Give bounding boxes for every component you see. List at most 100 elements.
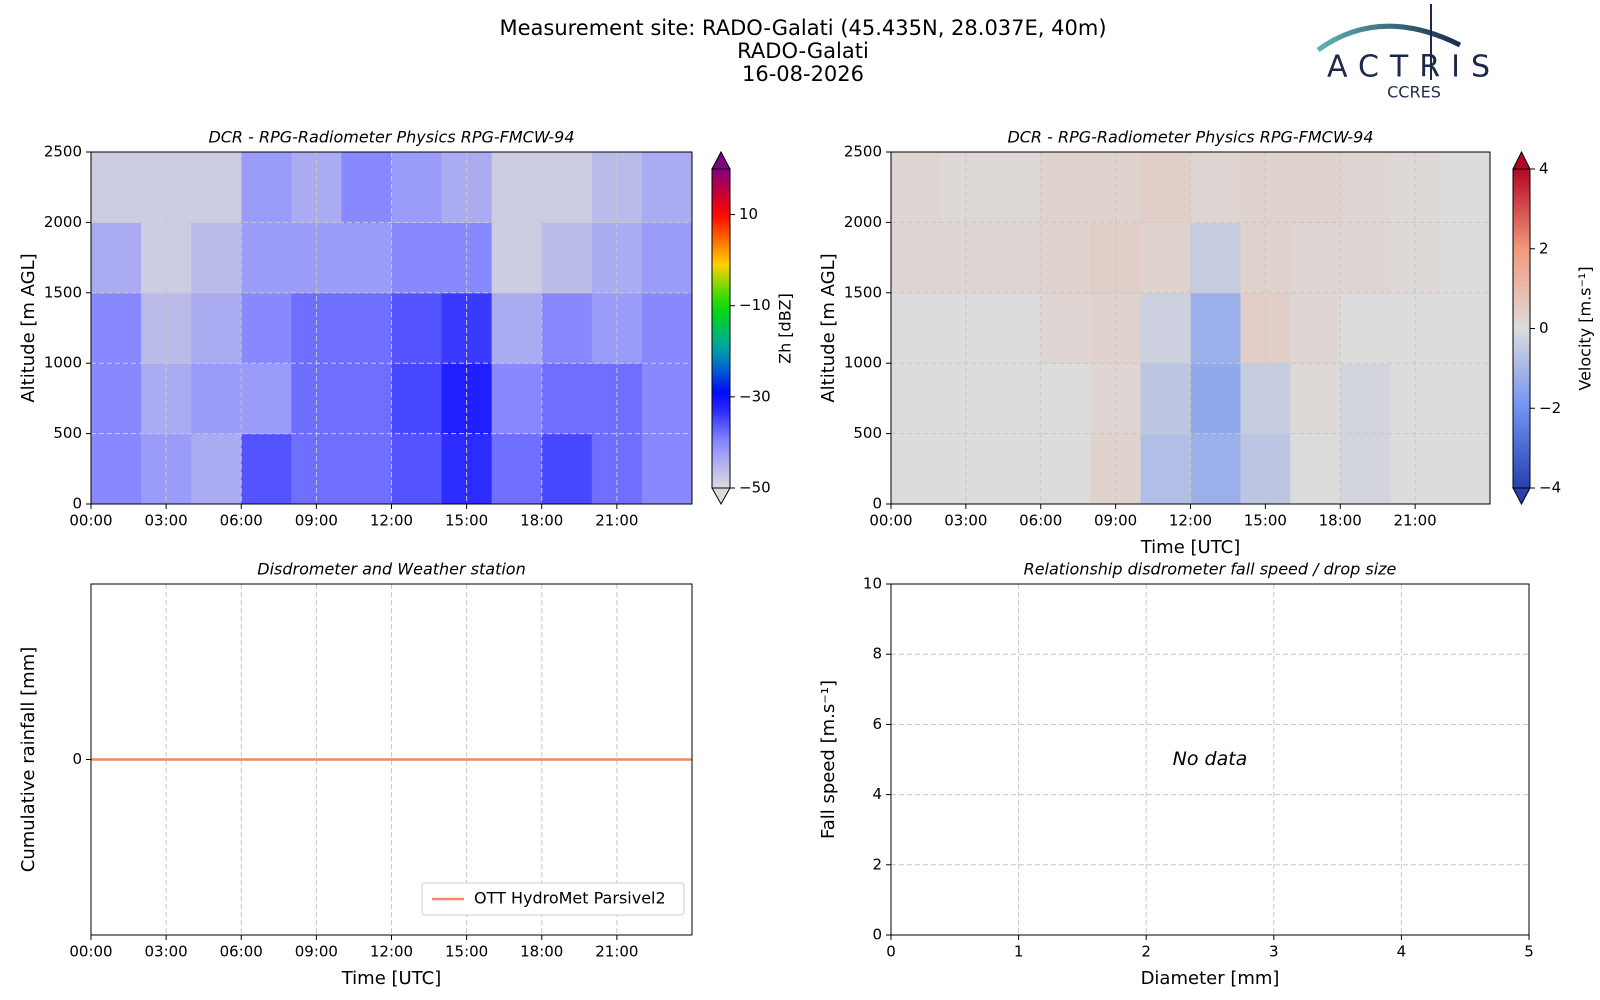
x-axis-label: Time [UTC] (1140, 537, 1241, 558)
colorbar-label: Zh [dBZ] (776, 293, 795, 364)
annotation: No data (1173, 748, 1248, 770)
plot-frame (90, 583, 693, 936)
panel: Disdrometer and Weather station Cumulativ… (18, 560, 693, 989)
heatmap-cell (990, 363, 1042, 435)
heatmap-cell (91, 222, 142, 294)
colorbar-tick-label: 0 (1539, 319, 1549, 337)
y-tick-label: 1500 (844, 283, 882, 301)
heatmap-cell (391, 363, 443, 435)
colorbar-tick-label: −2 (1539, 399, 1561, 417)
y-axis-label: Cumulative rainfall [mm] (18, 647, 39, 873)
y-tick-label: 0 (72, 495, 82, 513)
heatmap-cell (1290, 152, 1341, 223)
heatmap-cell (990, 222, 1042, 294)
panel-title: Disdrometer and Weather station (257, 560, 525, 579)
colorbar-tick-label: −50 (739, 479, 771, 497)
heatmap-cell (1040, 433, 1092, 505)
panel: DCR - RPG-Radiometer Physics RPG-FMCW-94… (18, 128, 795, 530)
y-tick-label: 8 (872, 645, 882, 663)
heatmap-cell (641, 433, 693, 505)
heatmap-cell (990, 433, 1042, 505)
heatmap-cell (191, 222, 242, 294)
y-tick-label: 0 (72, 750, 82, 768)
y-tick-label: 0 (872, 495, 882, 513)
heatmap-cell (1190, 152, 1241, 223)
y-tick-label: 500 (53, 424, 82, 442)
colorbar-tick-label: 2 (1539, 239, 1549, 257)
heatmap-cell (1290, 292, 1341, 364)
heatmap-cell (891, 152, 942, 223)
y-tick-label: 0 (872, 926, 882, 944)
heatmap-cell (1240, 363, 1291, 435)
heatmap-cell (641, 363, 693, 435)
heatmap-cell (1090, 363, 1142, 435)
y-tick-label: 2500 (44, 143, 82, 161)
heatmap-cell (291, 363, 342, 435)
heatmap-cell (491, 292, 543, 364)
heatmap-cell (391, 292, 443, 364)
header-title: Measurement site: RADO-Galati (45.435N, … (499, 16, 1106, 40)
colorbar-tick-label: 4 (1539, 160, 1549, 178)
x-tick-label: 06:00 (1019, 512, 1062, 530)
y-tick-label: 6 (872, 715, 882, 733)
heatmap-cell (1340, 433, 1391, 505)
x-tick-label: 12:00 (370, 512, 413, 530)
y-tick-label: 1000 (44, 354, 82, 372)
heatmap-cell (491, 433, 543, 505)
colorbar (712, 169, 730, 488)
heatmap-cell (341, 433, 392, 505)
x-axis-label: Time [UTC] (341, 968, 442, 989)
heatmap-cell (191, 363, 242, 435)
colorbar-tick-label: −4 (1539, 479, 1561, 497)
heatmap-cell (341, 222, 392, 294)
panel: DCR - RPG-Radiometer Physics RPG-FMCW-94… (818, 128, 1595, 559)
heatmap-cell (491, 222, 543, 294)
plot-frame (890, 151, 1491, 505)
y-axis-label: Fall speed [m.s⁻¹] (818, 680, 839, 839)
heatmap-cell (191, 433, 242, 505)
heatmap-cell (990, 292, 1042, 364)
panel: Relationship disdrometer fall speed / dr… (818, 560, 1534, 990)
y-tick-label: 2500 (844, 143, 882, 161)
heatmap-cell (1140, 292, 1191, 364)
heatmap-cell (891, 363, 942, 435)
heatmap-cell (391, 433, 443, 505)
x-tick-label: 00:00 (869, 512, 912, 530)
y-axis-label: Altitude [m AGL] (18, 253, 39, 402)
heatmap-cell (1190, 222, 1241, 294)
heatmap-cell (191, 152, 242, 223)
y-tick-label: 4 (872, 785, 882, 803)
heatmap-cell (391, 152, 443, 223)
y-axis-label: Altitude [m AGL] (818, 253, 839, 402)
heatmap-cell (91, 363, 142, 435)
heatmap-cell (891, 292, 942, 364)
panel-title: DCR - RPG-Radiometer Physics RPG-FMCW-94 (1007, 128, 1373, 147)
heatmap-cell (441, 363, 493, 435)
x-tick-label: 3 (1269, 943, 1279, 961)
x-tick-label: 18:00 (1319, 512, 1362, 530)
heatmap-cell (341, 292, 392, 364)
heatmap-cell (1290, 433, 1341, 505)
x-tick-label: 15:00 (445, 943, 488, 961)
panel-title: Relationship disdrometer fall speed / dr… (1024, 560, 1397, 579)
heatmap-cell (541, 222, 593, 294)
heatmap-cell (341, 363, 392, 435)
heatmap-cell (1340, 152, 1391, 223)
x-tick-label: 5 (1524, 943, 1534, 961)
heatmap-cell (541, 292, 593, 364)
heatmap-cell (1140, 152, 1191, 223)
heatmap-cell (1040, 292, 1092, 364)
heatmap-cell (1440, 433, 1491, 505)
heatmap-cell (990, 152, 1042, 223)
heatmap-cell (1190, 433, 1241, 505)
heatmap-cell (391, 222, 443, 294)
colorbar-tick-label: 10 (739, 205, 758, 223)
heatmap-cell (1140, 222, 1191, 294)
x-tick-label: 09:00 (1094, 512, 1137, 530)
heatmap-cell (341, 152, 392, 223)
header-title: RADO-Galati (737, 39, 869, 63)
heatmap-cell (1340, 292, 1391, 364)
colorbar-extend (711, 487, 731, 506)
